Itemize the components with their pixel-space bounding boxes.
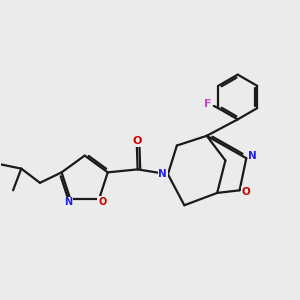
Text: F: F (204, 99, 212, 109)
Text: N: N (158, 169, 167, 178)
Text: N: N (64, 197, 72, 208)
Text: N: N (248, 151, 257, 161)
Text: O: O (133, 136, 142, 146)
Text: O: O (98, 197, 106, 207)
Text: O: O (242, 187, 251, 197)
